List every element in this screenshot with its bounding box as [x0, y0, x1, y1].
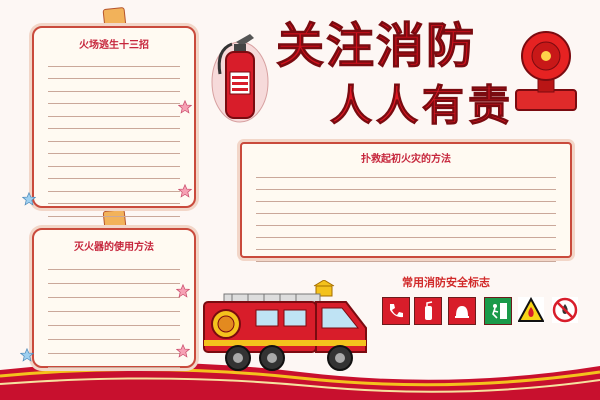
extinguisher-usage-panel: 灭火器的使用方法 [32, 228, 196, 368]
emergency-exit-sign [484, 297, 512, 325]
fire-bell-sign [448, 297, 476, 325]
poster-title-line1: 关注消防 [275, 18, 477, 75]
star-icon [176, 344, 190, 358]
fire-phone-sign [382, 297, 410, 325]
fire-truck-icon [203, 280, 367, 371]
early-fire-heading: 扑救起初火灾的方法 [361, 154, 451, 165]
fire-extinguisher-sign [414, 297, 442, 325]
escape-tips-panel: 火场逃生十三招 [32, 26, 196, 217]
fire-alarm-bell-icon [515, 31, 577, 111]
bottom-red-band [0, 362, 600, 400]
star-icon [178, 184, 192, 198]
escape-tips-lines [48, 54, 180, 217]
early-fire-lines [256, 166, 556, 262]
escape-tips-heading: 火场逃生十三招 [79, 40, 149, 51]
fire-extinguisher-icon [211, 34, 269, 123]
extinguisher-usage-heading: 灭火器的使用方法 [74, 242, 154, 253]
no-fire-sign [552, 297, 578, 323]
star-icon [176, 284, 190, 298]
star-icon [178, 100, 192, 114]
flammable-warning-sign [517, 296, 545, 323]
early-fire-panel: 扑救起初火灾的方法 [240, 142, 572, 262]
star-icon [22, 192, 36, 206]
extinguisher-usage-lines [48, 256, 180, 368]
star-icon [20, 348, 34, 362]
poster-title-line2: 人人有责 [329, 81, 515, 131]
safety-signs-heading: 常用消防安全标志 [402, 276, 490, 289]
